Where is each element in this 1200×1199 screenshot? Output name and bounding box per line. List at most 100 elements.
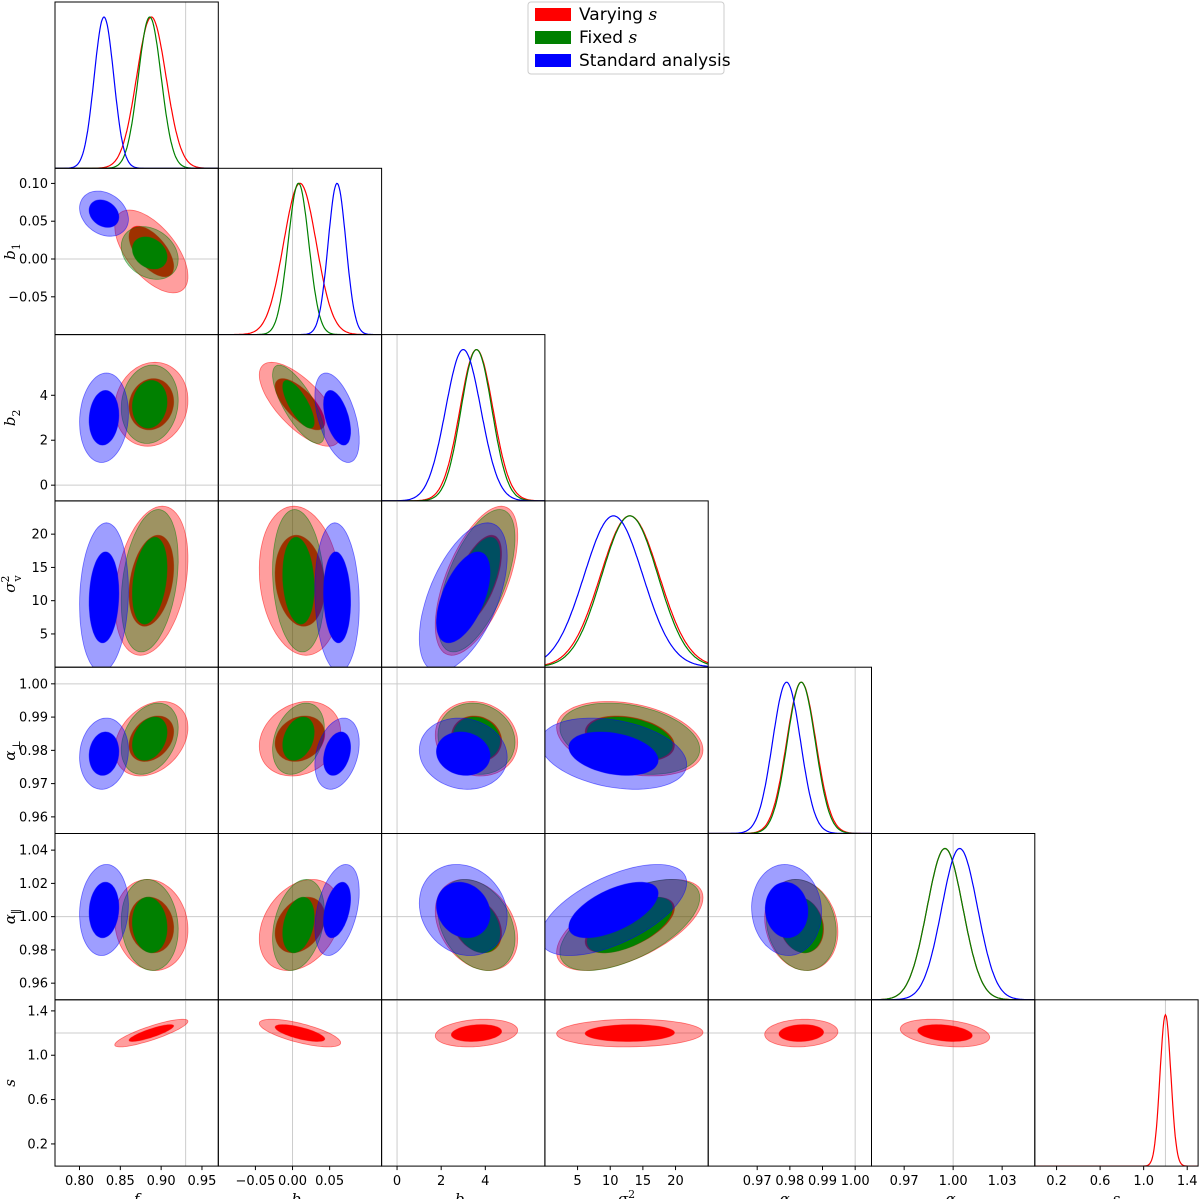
y-axis-label-sigmav2: σ2v [0, 575, 24, 593]
y-tick-label: 0.96 [19, 977, 48, 992]
pdf-curve-0 [218, 182, 382, 335]
x-tick-label: 0.97 [890, 1174, 919, 1189]
x-tick-label: 1.00 [841, 1174, 870, 1189]
x-tick-label: 0.95 [187, 1174, 216, 1189]
x-tick-label: 0.6 [1090, 1174, 1111, 1189]
legend-label-standard: Standard analysis [579, 51, 731, 71]
contour-68-2 [764, 881, 809, 939]
y-tick-label: 0.99 [19, 711, 48, 726]
y-tick-label: 15 [31, 561, 48, 576]
panel-aperp-vs-b2 [381, 666, 546, 835]
y-tick-label: 20 [31, 528, 48, 543]
x-tick-label: 15 [635, 1174, 652, 1189]
x-axis-label-b2: b2 [455, 1190, 472, 1199]
panel-plot-area [381, 833, 545, 1000]
x-axis-label-b1: b1 [292, 1190, 309, 1199]
panel-plot-area [55, 334, 219, 501]
panel-s-vs-f: 0.80 0.85 0.90 0.95 f 0.2 0.6 1.0 1.4 s [1, 999, 219, 1199]
contour-68-1 [132, 236, 168, 270]
contour-68-1 [131, 380, 168, 429]
legend-frame [527, 1, 725, 75]
y-tick-label: 1.02 [19, 877, 48, 892]
y-tick-label: 0.6 [27, 1093, 48, 1108]
panel-s-vs-b1: −0.050.00 0.05 b1 [217, 999, 383, 1199]
panel-plot-area [396, 500, 519, 668]
panel-plot-area [218, 168, 382, 335]
panel-aperp-vs-f: 0.96 0.97 0.98 0.99 1.00 α⊥ [1, 666, 219, 835]
x-axis-label-apar: α∥ [946, 1190, 961, 1199]
x-tick-label: 0.80 [65, 1174, 94, 1189]
y-axis-label-b1: b1 [1, 243, 23, 260]
panel-plot-area [381, 667, 545, 834]
y-axis-label-aperp: α⊥ [1, 740, 23, 761]
panel-apar-vs-f: 0.96 0.98 1.00 1.02 1.04 α∥ [1, 833, 219, 1001]
x-tick-label: 0.00 [278, 1174, 307, 1189]
panel-plot-area [544, 864, 709, 971]
panel-frame [54, 999, 219, 1167]
pdf-curve-0 [708, 681, 872, 834]
contour-68-0 [450, 1024, 502, 1042]
contour-68-0 [584, 1024, 675, 1042]
y-tick-label: 10 [31, 594, 48, 609]
panel-aperp-vs-b1 [217, 666, 383, 835]
x-tick-label: −0.05 [235, 1174, 275, 1189]
x-tick-label: 1.00 [939, 1174, 968, 1189]
panel-plot-area [1034, 999, 1199, 1167]
y-tick-label: 4 [40, 389, 48, 404]
panel-plot-area [55, 833, 219, 1000]
contour-68-1 [132, 536, 168, 625]
x-tick-label: 0.05 [315, 1174, 344, 1189]
contour-68-1 [282, 536, 315, 625]
contour-68-1 [131, 716, 168, 761]
diag-panel-b1 [217, 167, 383, 336]
pdf-curve-1 [381, 348, 545, 501]
y-tick-label: 1.00 [19, 910, 48, 925]
contour-68-1 [131, 896, 168, 954]
panel-apar-vs-b2 [381, 833, 546, 1001]
panel-sigmav2-vs-b2 [381, 500, 546, 668]
pdf-curve-1 [544, 515, 709, 667]
contour-68-2 [323, 389, 351, 446]
y-tick-label: 1.04 [19, 844, 48, 859]
panel-plot-area [55, 168, 219, 335]
panel-s-vs-apar: 0.97 1.00 1.03 α∥ [871, 999, 1036, 1199]
x-tick-label: 1.0 [1133, 1174, 1154, 1189]
x-tick-label: 1.4 [1177, 1174, 1198, 1189]
legend-swatch-varying [535, 8, 571, 21]
panel-aperp-vs-sigmav2 [544, 666, 709, 835]
y-tick-label: 1.4 [27, 1004, 48, 1019]
panel-plot-area [55, 2, 219, 169]
contour-68-1 [282, 716, 315, 761]
contour-68-2 [435, 551, 491, 644]
y-axis-label-apar: α∥ [1, 909, 23, 924]
pdf-curve-2 [544, 515, 709, 667]
panel-sigmav2-vs-b1 [217, 500, 383, 668]
panel-b1-vs-f: −0.05 0.00 0.05 0.10 b1 [1, 167, 219, 336]
contour-68-2 [435, 731, 491, 776]
diag-panel-apar [871, 833, 1036, 1001]
panel-plot-area [218, 833, 382, 1000]
panel-plot-area [544, 515, 709, 667]
legend-entry-standard: Standard analysis [535, 51, 731, 71]
contour-68-2 [323, 731, 351, 776]
contour-68-2 [88, 199, 120, 228]
contour-68-0 [917, 1024, 973, 1042]
pdf-curve-0 [381, 348, 545, 501]
contour-68-2 [88, 389, 120, 446]
panel-plot-area [871, 833, 1035, 1000]
legend-swatch-fixed [535, 31, 571, 44]
panel-frame [707, 666, 873, 835]
pdf-curve-2 [218, 182, 382, 335]
x-tick-label: 20 [667, 1174, 684, 1189]
x-axis-label-s: s [1113, 1190, 1121, 1199]
pdf-curve-2 [708, 681, 872, 834]
panel-frame [1034, 999, 1199, 1167]
x-tick-label: 2 [437, 1174, 445, 1189]
contour-68-2 [435, 881, 491, 939]
y-tick-label: 0.97 [19, 777, 48, 792]
y-tick-label: −0.05 [8, 290, 48, 305]
x-axis-label-f: f [133, 1190, 142, 1199]
contour-68-0 [778, 1024, 824, 1042]
